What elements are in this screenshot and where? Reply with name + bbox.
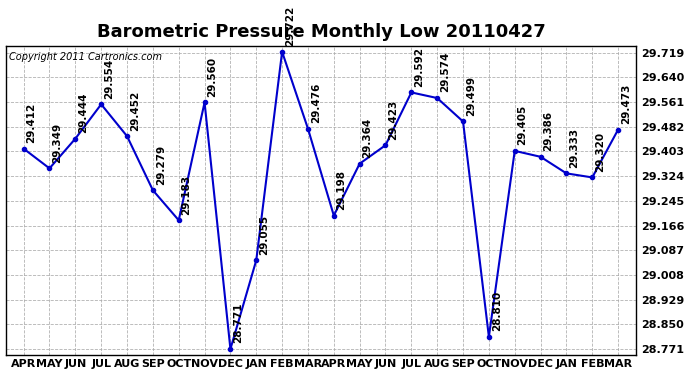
Text: 29.198: 29.198 — [337, 170, 346, 210]
Text: 29.349: 29.349 — [52, 123, 62, 163]
Text: 29.055: 29.055 — [259, 214, 269, 255]
Text: 29.554: 29.554 — [104, 58, 114, 99]
Text: 29.476: 29.476 — [310, 83, 321, 123]
Text: 29.405: 29.405 — [518, 105, 528, 145]
Text: 29.444: 29.444 — [78, 93, 88, 133]
Text: 28.810: 28.810 — [492, 291, 502, 331]
Text: Copyright 2011 Cartronics.com: Copyright 2011 Cartronics.com — [9, 52, 161, 62]
Text: 29.574: 29.574 — [440, 52, 450, 93]
Text: 29.560: 29.560 — [208, 57, 217, 97]
Text: 29.592: 29.592 — [414, 47, 424, 87]
Text: 29.473: 29.473 — [621, 84, 631, 124]
Text: 29.386: 29.386 — [543, 111, 553, 151]
Text: 29.722: 29.722 — [285, 6, 295, 46]
Text: 29.320: 29.320 — [595, 132, 605, 172]
Text: 29.423: 29.423 — [388, 99, 398, 140]
Text: 29.499: 29.499 — [466, 76, 476, 116]
Text: 29.183: 29.183 — [181, 175, 192, 215]
Text: 29.452: 29.452 — [130, 90, 140, 130]
Text: 29.333: 29.333 — [569, 128, 579, 168]
Text: 29.412: 29.412 — [26, 103, 37, 143]
Text: 29.279: 29.279 — [156, 145, 166, 185]
Text: 28.771: 28.771 — [233, 303, 243, 344]
Title: Barometric Pressure Monthly Low 20110427: Barometric Pressure Monthly Low 20110427 — [97, 23, 545, 41]
Text: 29.364: 29.364 — [362, 118, 373, 158]
